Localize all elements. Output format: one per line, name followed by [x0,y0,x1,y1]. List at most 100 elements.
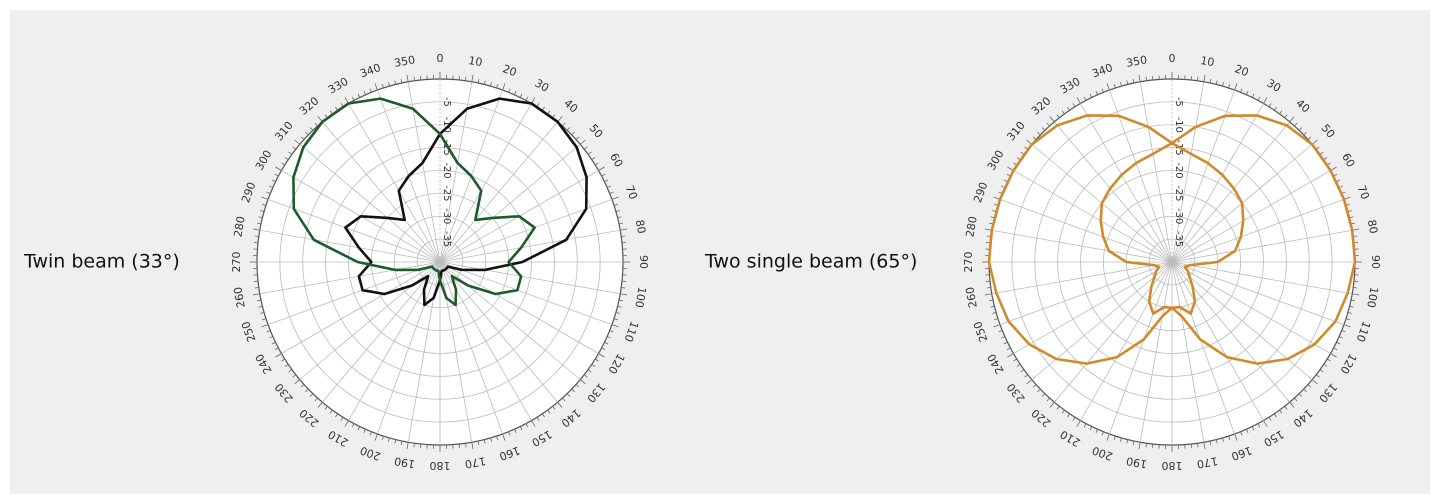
minor-tick [591,157,596,160]
angle-label: 10 [1199,54,1215,69]
angle-label: 190 [393,454,416,470]
grid-spoke [1171,261,1235,435]
minor-tick [990,216,995,219]
minor-tick [531,420,536,427]
minor-tick [1006,347,1011,351]
angle-label: 290 [239,180,258,204]
grid-spoke [322,261,441,403]
minor-tick [351,96,355,101]
minor-tick [611,324,619,328]
chart-title: Two single beam (65°) [704,251,917,273]
minor-tick [1120,82,1122,87]
minor-tick [1345,318,1350,321]
angle-label: 320 [297,94,321,117]
minor-tick [477,440,480,445]
minor-tick [261,324,269,328]
minor-tick [269,185,273,188]
minor-tick [271,341,276,345]
minor-tick [369,431,372,436]
minor-tick [381,435,384,440]
minor-tick [252,293,260,296]
angle-label: 230 [1004,381,1027,405]
angle-label: 260 [231,286,247,309]
minor-tick [357,426,361,431]
minor-tick [611,196,619,200]
minor-tick [406,74,409,82]
minor-tick [1003,341,1008,345]
angle-label: 180 [1162,459,1183,472]
minor-tick [1132,79,1135,84]
angle-label: 120 [1337,351,1359,376]
minor-tick [615,210,620,212]
grid-spoke [999,261,1173,325]
minor-tick [1251,93,1255,98]
minor-tick [381,84,384,89]
minor-tick [1120,437,1122,442]
minor-tick [613,318,618,321]
minor-tick [621,235,626,237]
angle-label: 90 [637,255,650,269]
minor-tick [477,79,480,84]
grid-spoke [1171,261,1313,380]
angle-label: 240 [985,351,1007,376]
grid-spoke [1171,89,1235,263]
grid-spoke [991,261,1173,295]
minor-tick [1209,440,1212,445]
angle-label: 350 [1125,53,1148,69]
grid-spoke [299,144,441,263]
angle-label: 40 [1293,97,1312,116]
angle-label: 120 [605,351,627,376]
minor-tick [1303,388,1307,393]
angle-label: 160 [1230,444,1254,463]
minor-tick [575,384,580,388]
grid-spoke [1013,261,1173,354]
minor-tick [986,287,991,289]
minor-tick [269,336,273,339]
pattern-line [987,114,1245,365]
minor-tick [617,216,622,219]
minor-tick [1209,79,1212,84]
minor-tick [1294,397,1298,402]
minor-tick [1222,437,1224,442]
minor-tick [254,287,259,289]
grid-spoke [1031,261,1173,380]
minor-tick [547,110,551,115]
angle-label: 340 [358,61,382,80]
minor-tick [1106,83,1110,91]
minor-tick [288,151,293,155]
minor-tick [1126,439,1129,444]
r-tick-label: -35 [1173,231,1184,247]
angle-label: 200 [358,444,382,463]
minor-tick [1106,433,1110,441]
minor-tick [552,405,556,410]
minor-tick [547,409,551,414]
minor-tick [1113,435,1116,440]
grid-spoke [1139,81,1173,263]
minor-tick [1032,136,1037,140]
angle-label: 70 [1355,184,1372,202]
minor-tick [1016,157,1021,160]
angle-label: 300 [253,148,275,173]
minor-tick [536,416,540,421]
minor-tick [587,151,592,155]
minor-tick [519,426,523,431]
minor-tick [1311,379,1318,385]
angle-label: 200 [1090,444,1114,463]
minor-tick [615,312,620,314]
grid-spoke [1171,103,1264,263]
angle-label: 90 [1369,255,1382,269]
r-tick-label: -30 [441,208,452,224]
minor-tick [1326,358,1331,362]
minor-tick [261,196,269,200]
minor-tick [406,442,409,450]
minor-tick [1284,114,1288,119]
angle-label: 340 [1090,61,1114,80]
chart-title: Twin beam (33°) [23,251,180,273]
angle-label: 140 [1291,406,1315,429]
minor-tick [1319,369,1324,373]
angle-label: 110 [1354,320,1373,344]
minor-tick [1016,364,1021,367]
minor-tick [1274,413,1277,418]
minor-tick [502,433,506,441]
